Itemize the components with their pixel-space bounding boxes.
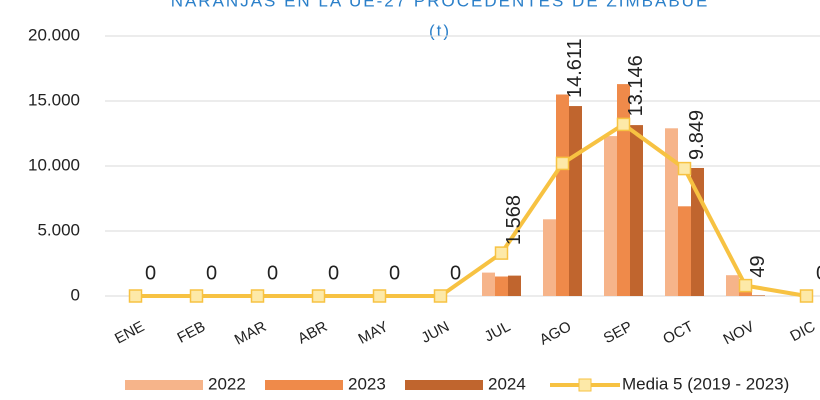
line-series [135,122,807,298]
line-marker [799,289,814,303]
bar [739,290,752,296]
y-tick-label: 15.000 [28,90,80,109]
x-tick-label: MAR [232,318,270,349]
x-tick-label: JUL [482,318,514,346]
x-tick-label: MAY [356,318,392,348]
y-tick-label: 0 [71,285,80,304]
line-marker [555,156,570,171]
legend-swatch [578,378,592,392]
line-marker [616,117,631,132]
line-marker [250,289,265,303]
line-marker [677,161,692,176]
legend-label: 2023 [348,374,386,393]
y-tick-label: 20.000 [28,25,80,44]
legend-label: Media 5 (2019 - 2023) [622,374,789,393]
data-label: 0 [389,262,400,284]
x-tick-label: JUN [419,318,453,347]
data-label: 0 [450,262,461,284]
data-label: 0 [328,262,339,284]
line-marker [433,289,448,303]
bar [508,275,521,296]
y-tick-label: 5.000 [37,220,80,239]
data-label: 0 [267,262,278,284]
line-marker [738,278,753,293]
legend-swatch [125,380,203,390]
bar [678,206,691,296]
bar [556,94,569,296]
chart-title: NARANJAS EN LA UE-27 PROCEDENTES DE ZIMB… [171,0,710,10]
bar [665,128,678,296]
data-label: 49 [747,255,769,277]
line-marker [494,246,509,260]
line-marker [372,289,387,303]
data-label: 14.611 [564,38,586,98]
x-tick-label: NOV [721,318,758,348]
x-tick-label: DIC [787,318,818,345]
x-tick-label: ABR [295,318,330,348]
data-label: 13.146 [625,55,647,116]
bar [617,84,630,296]
x-tick-label: SEP [601,318,635,347]
legend-label: 2022 [208,374,246,393]
bar [543,219,556,296]
bar [495,276,508,296]
data-label: 0 [206,262,217,284]
bar [482,272,495,296]
bar [630,125,643,297]
x-tick-label: ENE [112,318,147,347]
bar [569,106,582,296]
x-tick-label: OCT [660,318,696,348]
x-tick-label: FEB [174,318,208,347]
line-marker [189,289,204,303]
bar [604,136,617,296]
y-tick-label: 10.000 [28,155,80,174]
data-label: 1.568 [503,195,525,245]
bar [752,295,765,296]
x-tick-label: AGO [537,318,574,349]
bar [726,275,739,296]
legend-swatch [265,380,343,390]
line-marker [128,289,143,303]
data-label: 9.849 [686,110,708,160]
legend-label: 2024 [488,374,526,393]
chart-subtitle: (t) [429,21,451,40]
data-label: 0 [816,262,820,284]
line-marker [311,289,326,303]
legend-swatch [405,380,483,390]
data-label: 0 [145,262,156,284]
